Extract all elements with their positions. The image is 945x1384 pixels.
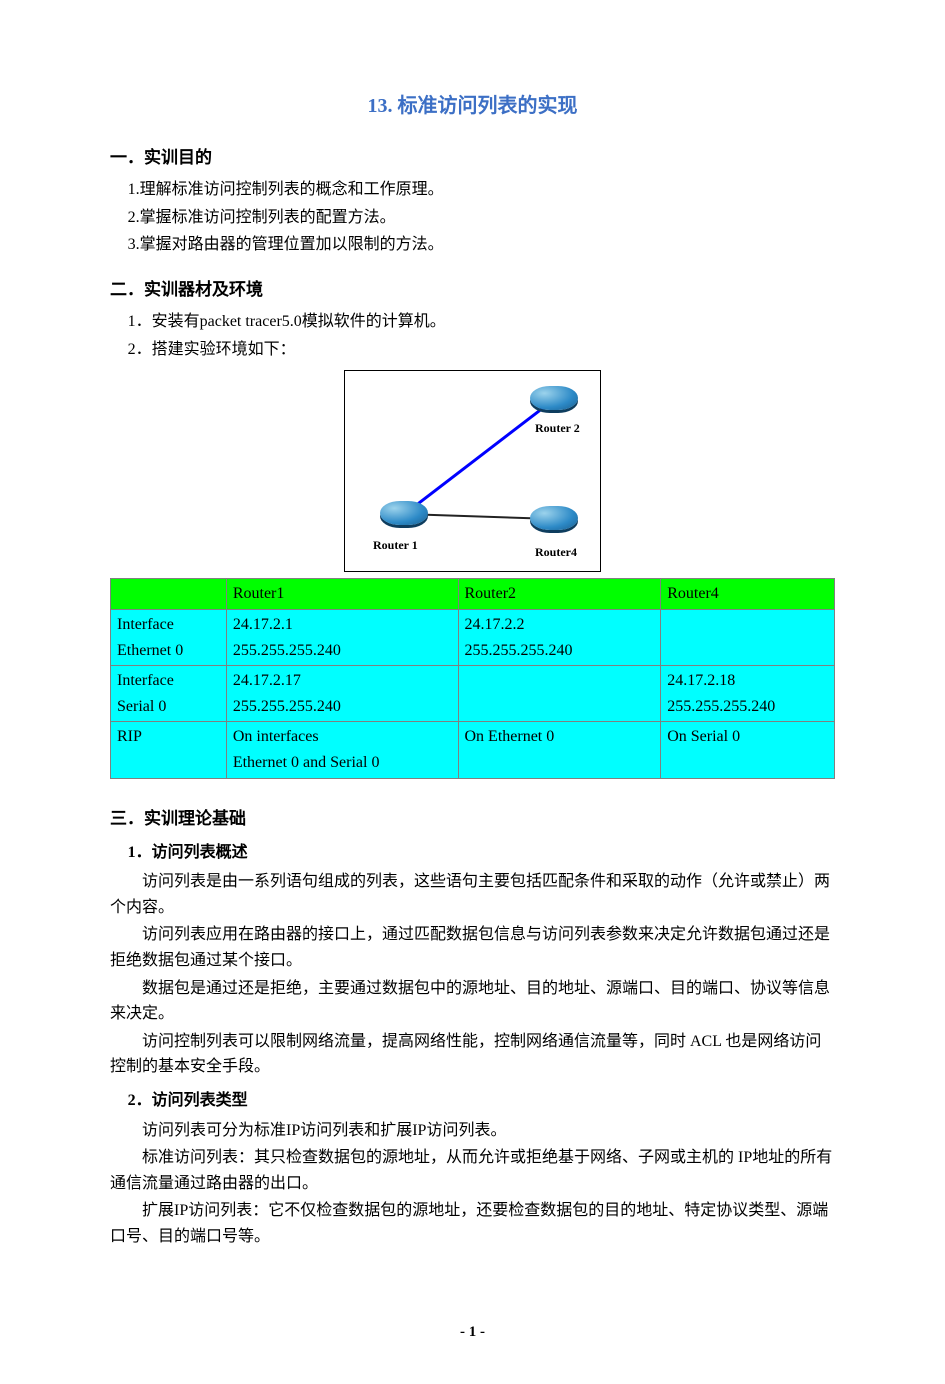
network-diagram: Router 1 Router 2 Router4 [344,370,601,572]
table-cell: Interface Ethernet 0 [111,609,227,665]
router-icon [530,386,578,416]
paragraph: 访问控制列表可以限制网络流量，提高网络性能，控制网络通信流量等，同时 ACL 也… [110,1029,835,1080]
paragraph: 访问列表是由一系列语句组成的列表，这些语句主要包括匹配条件和采取的动作（允许或禁… [110,869,835,920]
cell-line: 24.17.2.2 [465,612,655,638]
interface-table: Router1 Router2 Router4 Interface Ethern… [110,578,835,778]
router-label: Router4 [535,543,577,562]
table-cell [458,666,661,722]
section2-item: 1．安装有packet tracer5.0模拟软件的计算机。 [110,309,835,335]
router-label: Router 2 [535,419,580,438]
section1-heading: 一．实训目的 [110,144,835,171]
cell-line: 255.255.255.240 [465,638,655,664]
section3-sub2-heading: 2．访问列表类型 [110,1088,835,1114]
cell-line: 24.17.2.1 [233,612,452,638]
document-page: 13. 标准访问列表的实现 一．实训目的 1.理解标准访问控制列表的概念和工作原… [0,0,945,1384]
table-cell: 24.17.2.1 255.255.255.240 [226,609,458,665]
table-row: Interface Ethernet 0 24.17.2.1 255.255.2… [111,609,835,665]
network-diagram-wrap: Router 1 Router 2 Router4 [110,370,835,572]
table-cell [661,609,835,665]
paragraph: 访问列表可分为标准IP访问列表和扩展IP访问列表。 [110,1118,835,1144]
section3-heading: 三．实训理论基础 [110,805,835,832]
cell-line: 255.255.255.240 [667,694,828,720]
paragraph: 访问列表应用在路由器的接口上，通过匹配数据包信息与访问列表参数来决定允许数据包通… [110,922,835,973]
cell-line: Ethernet 0 and Serial 0 [233,750,452,776]
cell-line: On Ethernet 0 [465,724,655,750]
page-title: 13. 标准访问列表的实现 [110,90,835,122]
cell-line: 255.255.255.240 [233,694,452,720]
section3-sub1-heading: 1．访问列表概述 [110,840,835,866]
table-header-cell: Router1 [226,579,458,610]
table-cell: On interfaces Ethernet 0 and Serial 0 [226,722,458,778]
paragraph: 扩展IP访问列表：它不仅检查数据包的源地址，还要检查数据包的目的地址、特定协议类… [110,1198,835,1249]
table-cell: RIP [111,722,227,778]
table-row: Interface Serial 0 24.17.2.17 255.255.25… [111,666,835,722]
table-row: RIP On interfaces Ethernet 0 and Serial … [111,722,835,778]
router-icon [530,506,578,536]
table-cell: On Serial 0 [661,722,835,778]
cell-line: Interface [117,668,220,694]
cell-line: Ethernet 0 [117,638,220,664]
table-header-cell [111,579,227,610]
text-fragment: 1．安装有 [128,313,200,330]
cell-line: On Serial 0 [667,724,828,750]
paragraph: 数据包是通过还是拒绝，主要通过数据包中的源地址、目的地址、源端口、目的端口、协议… [110,976,835,1027]
router-label: Router 1 [373,536,418,555]
table-cell: Interface Serial 0 [111,666,227,722]
section1-item: 1.理解标准访问控制列表的概念和工作原理。 [110,177,835,203]
table-cell: 24.17.2.2 255.255.255.240 [458,609,661,665]
text-fragment-eng: packet tracer5.0 [200,313,302,330]
paragraph: 标准访问列表：其只检查数据包的源地址，从而允许或拒绝基于网络、子网或主机的 IP… [110,1145,835,1196]
cell-line: Serial 0 [117,694,220,720]
router-icon [380,501,428,531]
section1-item: 3.掌握对路由器的管理位置加以限制的方法。 [110,232,835,258]
cell-line: 255.255.255.240 [233,638,452,664]
page-number: - 1 - [110,1320,835,1344]
cell-line: 24.17.2.17 [233,668,452,694]
table-header-row: Router1 Router2 Router4 [111,579,835,610]
table-cell: On Ethernet 0 [458,722,661,778]
table-header-cell: Router2 [458,579,661,610]
cell-line: RIP [117,724,220,750]
table-header-cell: Router4 [661,579,835,610]
table-cell: 24.17.2.18 255.255.255.240 [661,666,835,722]
cell-line: On interfaces [233,724,452,750]
section2-item: 2．搭建实验环境如下： [110,337,835,363]
cell-line: 24.17.2.18 [667,668,828,694]
section1-item: 2.掌握标准访问控制列表的配置方法。 [110,205,835,231]
table-cell: 24.17.2.17 255.255.255.240 [226,666,458,722]
text-fragment: 模拟软件的计算机。 [302,313,446,330]
section2-heading: 二．实训器材及环境 [110,276,835,303]
cell-line: Interface [117,612,220,638]
